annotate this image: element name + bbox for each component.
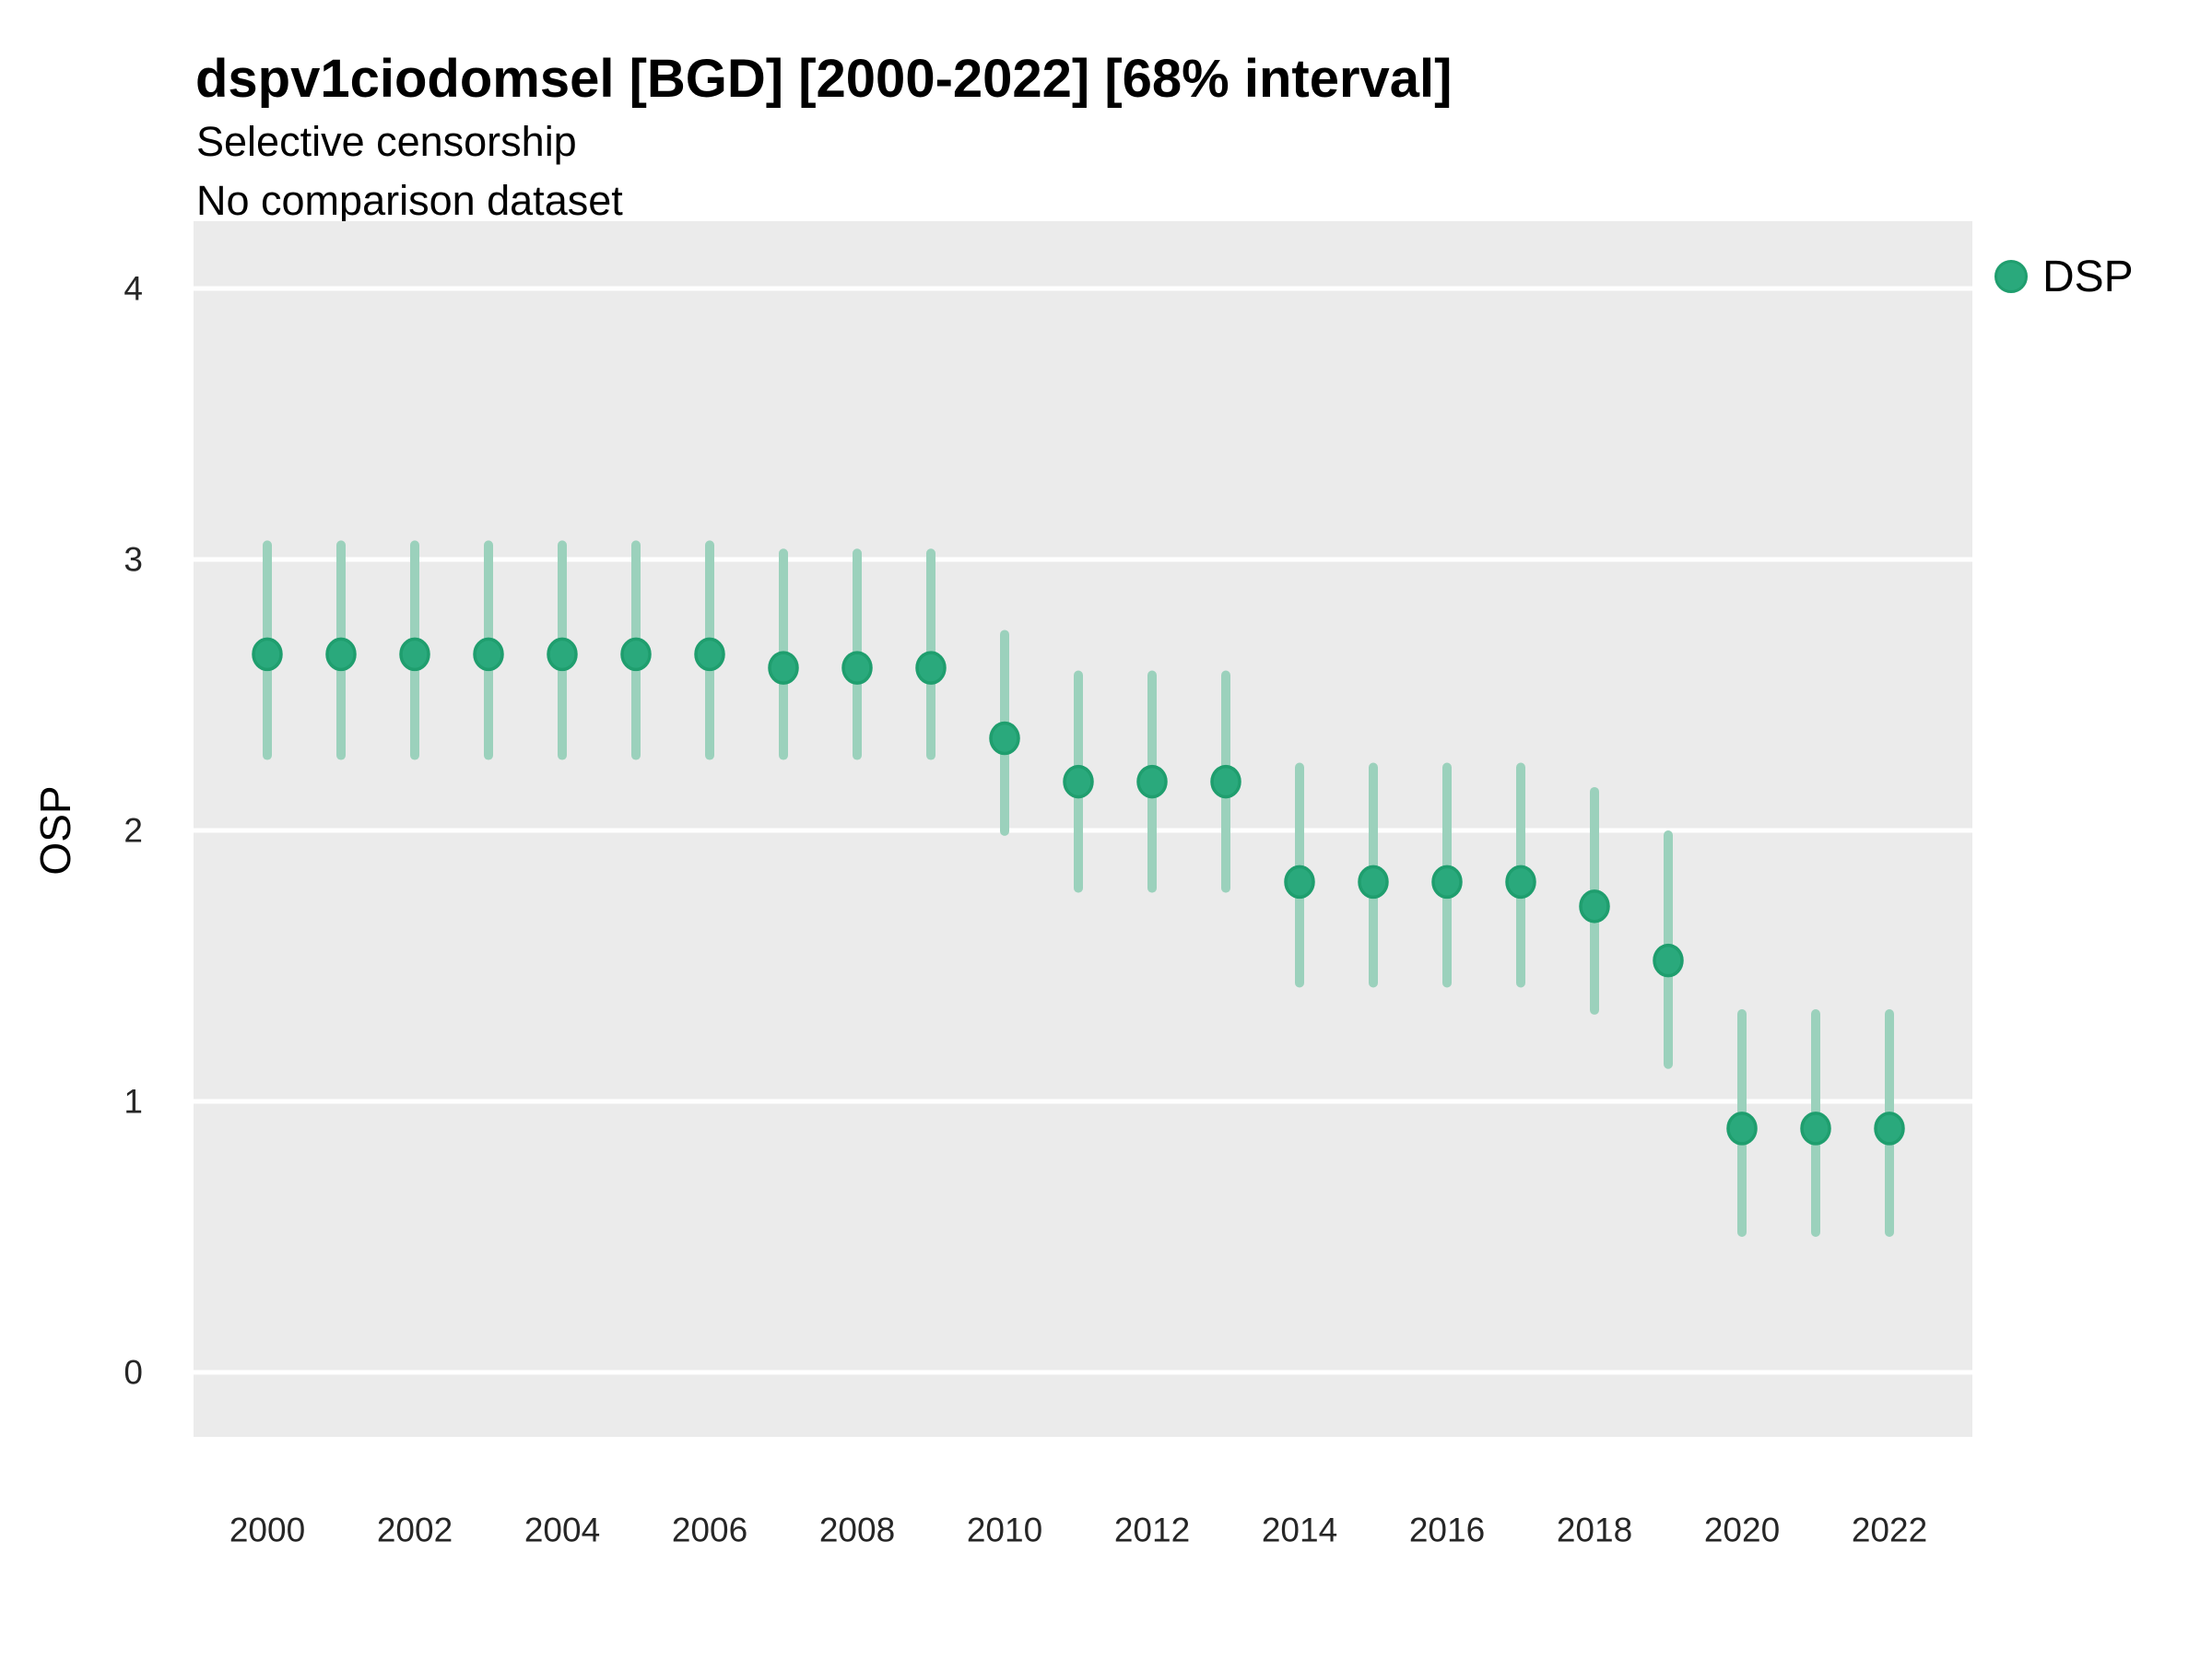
y-tick-label-3: 3 [124,541,143,579]
chart-title: dspv1ciodomsel [BGD] [2000-2022] [68% in… [195,49,1453,109]
x-tick-label-2012: 2012 [1114,1512,1190,1549]
data-point-2016 [1431,865,1463,900]
y-tick-label-0: 0 [124,1354,143,1392]
x-tick-label-2022: 2022 [1852,1512,1927,1549]
data-point-2021 [1800,1112,1831,1146]
data-point-2005 [620,637,652,672]
data-point-2000 [252,637,283,672]
x-tick-label-2000: 2000 [229,1512,305,1549]
legend: DSP [1994,249,2134,304]
x-tick-label-2018: 2018 [1557,1512,1632,1549]
legend-label-dsp: DSP [2042,252,2134,301]
data-point-2009 [915,651,947,685]
data-point-2004 [547,637,578,672]
data-point-2014 [1284,865,1315,900]
x-tick-label-2006: 2006 [672,1512,747,1549]
x-tick-label-2010: 2010 [967,1512,1042,1549]
y-tick-label-4: 4 [124,270,143,308]
y-tick-label-2: 2 [124,812,143,850]
data-point-2008 [841,651,873,685]
chart-subtitle-line2: No comparison dataset [196,177,623,224]
y-tick-label-1: 1 [124,1083,143,1121]
data-point-2007 [768,651,799,685]
data-point-2002 [399,637,430,672]
x-tick-label-2008: 2008 [819,1512,895,1549]
data-point-2017 [1505,865,1536,900]
data-point-2011 [1063,764,1094,799]
legend-point-icon [1994,260,2028,293]
x-tick-label-2020: 2020 [1704,1512,1780,1549]
data-point-2006 [694,637,725,672]
chart-subtitle-line1: Selective censorship [196,118,577,165]
data-point-2018 [1579,889,1610,924]
x-tick-label-2002: 2002 [377,1512,453,1549]
data-point-2022 [1874,1112,1905,1146]
x-tick-label-2004: 2004 [524,1512,600,1549]
x-tick-label-2016: 2016 [1409,1512,1485,1549]
data-point-2015 [1358,865,1389,900]
x-tick-label-2014: 2014 [1262,1512,1337,1549]
data-point-2013 [1210,764,1241,799]
data-point-2001 [325,637,357,672]
data-point-2019 [1653,943,1684,978]
data-point-2020 [1726,1112,1758,1146]
data-point-2012 [1136,764,1168,799]
data-point-2010 [989,721,1020,756]
data-point-2003 [473,637,504,672]
